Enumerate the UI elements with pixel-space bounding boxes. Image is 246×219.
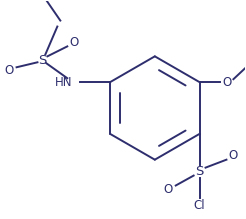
- Text: O: O: [223, 76, 232, 89]
- Text: O: O: [4, 64, 13, 77]
- Text: O: O: [163, 183, 172, 196]
- Text: O: O: [229, 149, 238, 162]
- Text: S: S: [38, 54, 46, 67]
- Text: HN: HN: [55, 76, 72, 89]
- Text: S: S: [195, 165, 204, 178]
- Text: Cl: Cl: [194, 199, 205, 212]
- Text: O: O: [70, 36, 79, 49]
